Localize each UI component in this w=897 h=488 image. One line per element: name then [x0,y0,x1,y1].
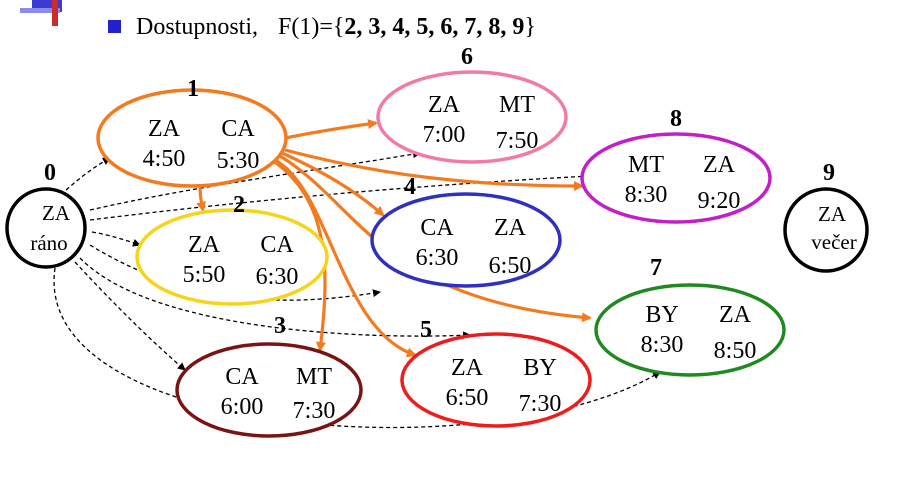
svg-text:CA: CA [420,215,454,241]
svg-text:6:30: 6:30 [256,264,299,290]
svg-text:CA: CA [225,364,259,390]
node-7: 7 BY ZA 8:30 8:50 [594,255,786,377]
edge-1-6 [284,119,378,140]
svg-text:ZA: ZA [148,116,181,142]
edge-0-5 [79,257,471,340]
edge-0-6 [89,150,421,211]
node-label-6: 6 [461,44,473,70]
node-9: 9 ZA večer [783,160,869,273]
svg-text:MT: MT [628,152,664,178]
node-label-8: 8 [670,106,682,132]
node-label-7: 7 [650,255,662,281]
edge-1-5 [274,158,417,358]
svg-text:7:00: 7:00 [423,122,466,148]
node-label-3: 3 [274,313,286,339]
formula-suffix: } [524,14,536,40]
svg-text:9:20: 9:20 [698,188,741,214]
node-0-line1: ZA [42,201,71,225]
svg-text:4:50: 4:50 [143,146,186,172]
node-1: 1 ZA CA 4:50 5:30 [96,76,288,188]
svg-text:8:30: 8:30 [641,332,684,358]
svg-text:6:50: 6:50 [489,253,532,279]
node-3: 3 CA MT 6:00 7:30 [175,313,363,438]
svg-text:5:50: 5:50 [183,262,226,288]
node-label-4: 4 [404,174,416,200]
edge-0-3 [74,261,186,371]
svg-text:ZA: ZA [188,232,221,258]
formula-prefix: F(1)={ [278,14,344,40]
node-9-line1: ZA [818,202,847,226]
svg-text:ZA: ZA [494,215,527,241]
node-5: 5 ZA BY 6:50 7:30 [400,317,592,428]
edge-1-8 [284,148,584,191]
node-label-9: 9 [823,160,835,186]
svg-text:ZA: ZA [703,152,736,178]
node-4: 4 CA ZA 6:30 6:50 [370,174,562,288]
svg-text:ZA: ZA [428,92,461,118]
svg-text:6:00: 6:00 [221,394,264,420]
edge-1-2 [196,185,206,212]
node-label-0: 0 [44,160,56,186]
node-6: 6 ZA MT 7:00 7:50 [376,44,568,164]
edge-1-4 [281,151,385,217]
svg-text:6:30: 6:30 [416,245,459,271]
node-2: 2 ZA CA 5:50 6:30 [135,192,329,306]
svg-text:ZA: ZA [451,355,484,381]
svg-text:8:50: 8:50 [714,338,757,364]
node-label-5: 5 [420,317,432,343]
svg-text:BY: BY [645,302,678,328]
heading-label: Dostupnosti, [136,14,258,40]
bullet-icon [108,20,121,33]
corner-logo-icon [20,0,62,26]
svg-text:BY: BY [523,355,556,381]
node-9-line2: večer [811,230,856,254]
svg-text:CA: CA [260,232,294,258]
svg-text:8:30: 8:30 [625,182,668,208]
svg-text:MT: MT [296,364,332,390]
edge-0-2 [91,231,141,247]
edge-0-8 [89,172,591,221]
svg-text:7:30: 7:30 [293,398,336,424]
node-0-line2: ráno [30,231,67,255]
node-label-2: 2 [233,192,245,218]
svg-text:CA: CA [221,116,255,142]
edge-0-1 [65,157,111,191]
svg-text:5:30: 5:30 [217,148,260,174]
svg-text:MT: MT [499,92,535,118]
formula-values: 2, 3, 4, 5, 6, 7, 8, 9 [344,14,524,40]
svg-text:7:50: 7:50 [496,128,539,154]
node-0: 0 ZA ráno [5,160,87,269]
heading-title: Dostupnosti, F(1)={2, 3, 4, 5, 6, 7, 8, … [136,14,536,40]
svg-text:7:30: 7:30 [519,391,562,417]
svg-text:ZA: ZA [719,302,752,328]
node-8: 8 MT ZA 8:30 9:20 [580,106,772,224]
svg-text:6:50: 6:50 [446,385,489,411]
node-label-1: 1 [187,76,199,102]
